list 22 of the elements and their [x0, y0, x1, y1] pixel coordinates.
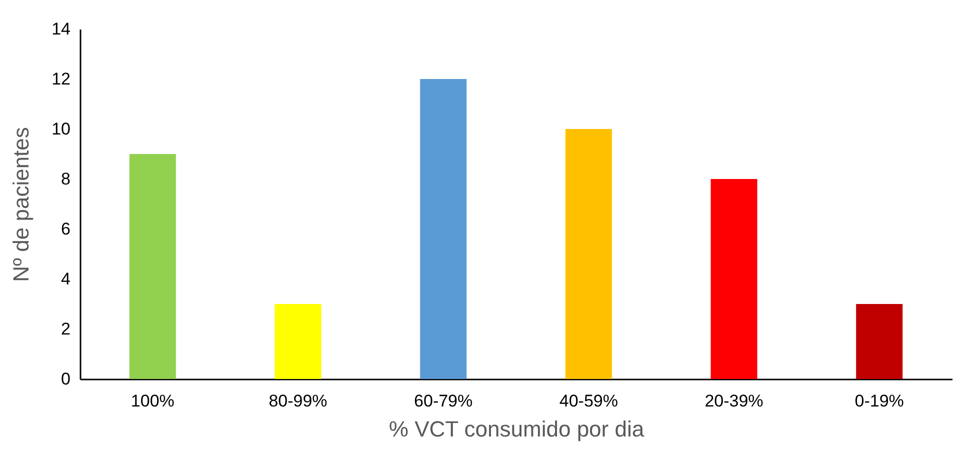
- y-tick-label: 2: [61, 320, 70, 338]
- y-tick-label: 4: [61, 270, 70, 288]
- y-axis-title: Nº de pacientes: [8, 127, 34, 282]
- y-tick-label: 14: [52, 20, 70, 38]
- x-tick-label: 40-59%: [559, 392, 618, 410]
- x-axis-title: % VCT consumido por dia: [388, 416, 645, 442]
- y-tick-label: 6: [61, 220, 70, 238]
- bar: [565, 129, 612, 379]
- bar: [856, 304, 903, 379]
- x-tick-label: 0-19%: [854, 392, 904, 410]
- bar: [710, 179, 758, 379]
- x-tick-label: 80-99%: [268, 392, 328, 410]
- x-tick-label: 100%: [130, 392, 174, 410]
- y-tick-label: 10: [52, 120, 70, 138]
- bar: [129, 154, 176, 379]
- y-tick-label: 0: [61, 370, 70, 388]
- bar: [274, 304, 322, 379]
- bar: [420, 79, 467, 379]
- x-tick-label: 20-39%: [704, 392, 764, 410]
- y-tick-label: 8: [61, 170, 70, 188]
- x-tick-label: 60-79%: [414, 392, 473, 410]
- y-tick-label: 12: [52, 70, 70, 88]
